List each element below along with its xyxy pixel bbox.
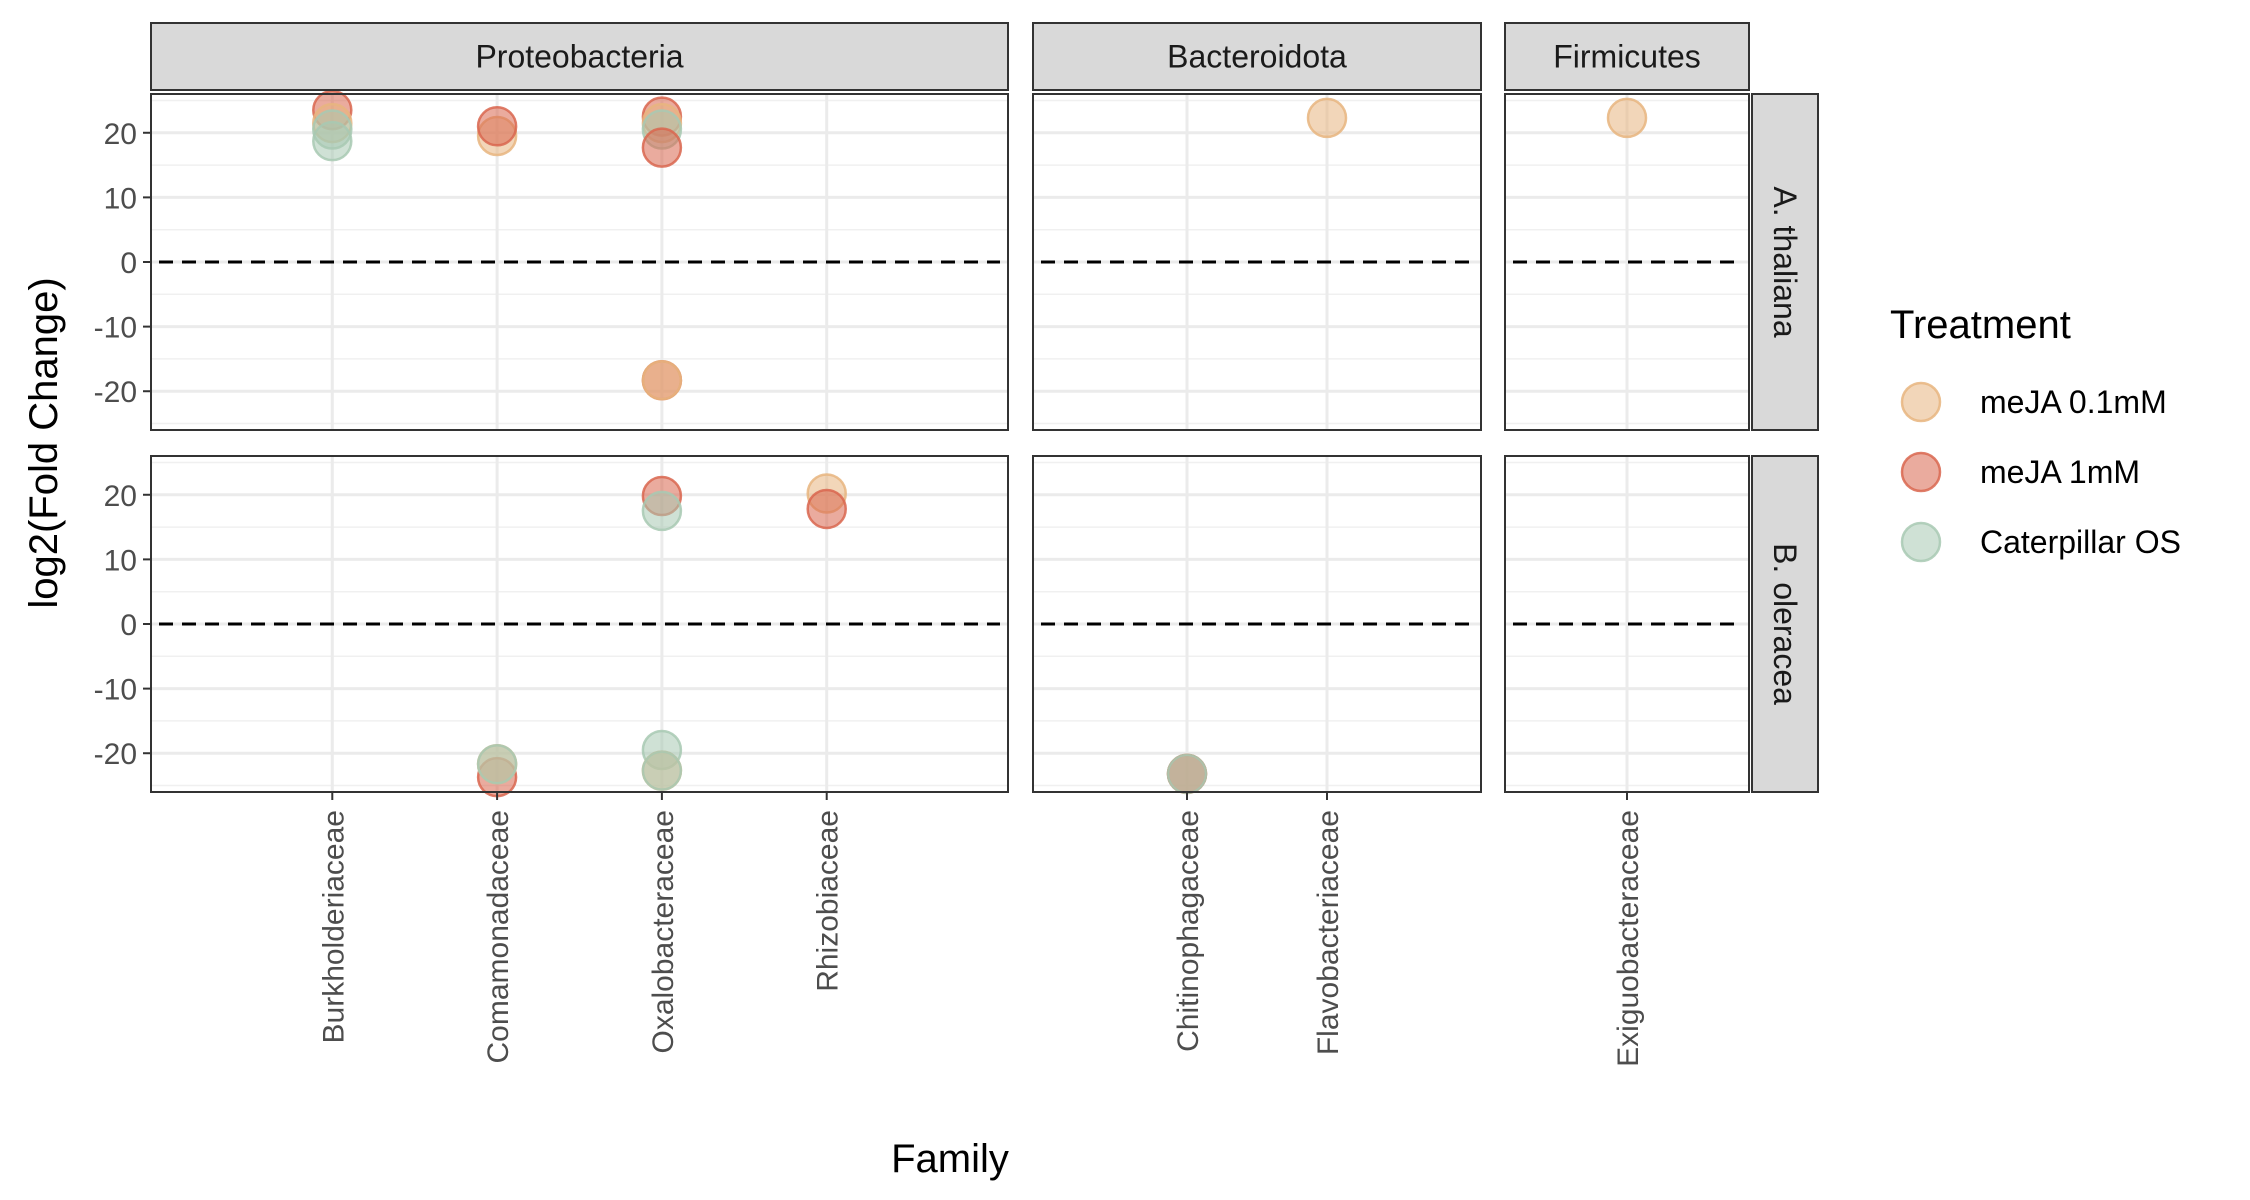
x-tick-label: Rhizobiaceae bbox=[812, 810, 845, 992]
panel-border bbox=[1032, 455, 1482, 793]
y-tick-label: 0 bbox=[120, 609, 137, 642]
x-tick-label: Exiguobacteraceae bbox=[1612, 810, 1645, 1067]
y-tick-label: 20 bbox=[104, 480, 137, 513]
facet-strip-label: B. oleracea bbox=[1767, 543, 1803, 705]
legend-key bbox=[1900, 381, 1942, 423]
facet-strip-label: Proteobacteria bbox=[475, 39, 683, 75]
data-point bbox=[806, 488, 847, 530]
legend-label: meJA 1mM bbox=[1980, 454, 2140, 490]
y-tick-label: 0 bbox=[120, 247, 137, 280]
data-point bbox=[641, 490, 683, 532]
legend-title: Treatment bbox=[1890, 303, 2071, 347]
facet-strip-top bbox=[1032, 22, 1482, 91]
facet-strip-right bbox=[1751, 93, 1819, 431]
x-axis-title: Family bbox=[891, 1137, 1009, 1181]
y-axis-title: log2(Fold Change) bbox=[22, 277, 66, 608]
data-point bbox=[641, 127, 683, 168]
data-point bbox=[1306, 97, 1348, 139]
data-point bbox=[641, 359, 683, 401]
y-tick-label: -10 bbox=[94, 674, 137, 707]
facet-strip-label: A. thaliana bbox=[1767, 186, 1803, 337]
y-tick-label: 10 bbox=[104, 544, 137, 577]
x-tick-label: Burkholderiaceae bbox=[317, 810, 350, 1043]
data-point bbox=[1166, 753, 1208, 795]
y-tick-label: -20 bbox=[94, 738, 137, 771]
x-tick-label: Comamonadaceae bbox=[482, 810, 515, 1064]
y-tick-label: -20 bbox=[94, 376, 137, 409]
legend-label: Caterpillar OS bbox=[1980, 524, 2181, 560]
y-tick-label: 10 bbox=[104, 182, 137, 215]
legend-key bbox=[1900, 451, 1942, 493]
data-point bbox=[641, 750, 683, 791]
y-tick-label: 20 bbox=[104, 118, 137, 151]
facet-strip-label: Firmicutes bbox=[1553, 39, 1701, 75]
x-tick-label: Oxalobacteraceae bbox=[647, 810, 680, 1054]
facet-strip-top bbox=[1504, 22, 1750, 91]
facet-strip-top bbox=[150, 22, 1009, 91]
data-point bbox=[476, 106, 518, 147]
data-point bbox=[1606, 97, 1648, 139]
legend-key bbox=[1900, 521, 1942, 563]
facet-strip-label: Bacteroidota bbox=[1167, 39, 1347, 75]
x-tick-label: Chitinophagaceae bbox=[1172, 810, 1205, 1052]
panel-border bbox=[1504, 93, 1750, 431]
x-tick-label: Flavobacteriaceae bbox=[1312, 810, 1345, 1055]
data-point bbox=[312, 109, 353, 150]
legend-label: meJA 0.1mM bbox=[1980, 384, 2167, 420]
y-tick-label: -10 bbox=[94, 312, 137, 345]
facet-strip-right bbox=[1751, 455, 1819, 793]
data-point bbox=[476, 743, 518, 785]
panel-border bbox=[1032, 93, 1482, 431]
